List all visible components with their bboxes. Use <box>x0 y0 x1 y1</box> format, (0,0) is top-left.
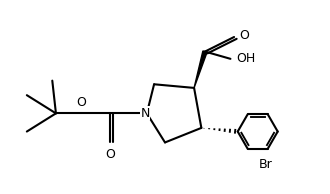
Polygon shape <box>194 51 207 88</box>
Text: N: N <box>140 107 150 120</box>
Text: OH: OH <box>236 52 255 65</box>
Text: Br: Br <box>259 158 273 171</box>
Text: O: O <box>77 96 86 109</box>
Text: O: O <box>240 29 249 42</box>
Text: O: O <box>106 148 116 161</box>
